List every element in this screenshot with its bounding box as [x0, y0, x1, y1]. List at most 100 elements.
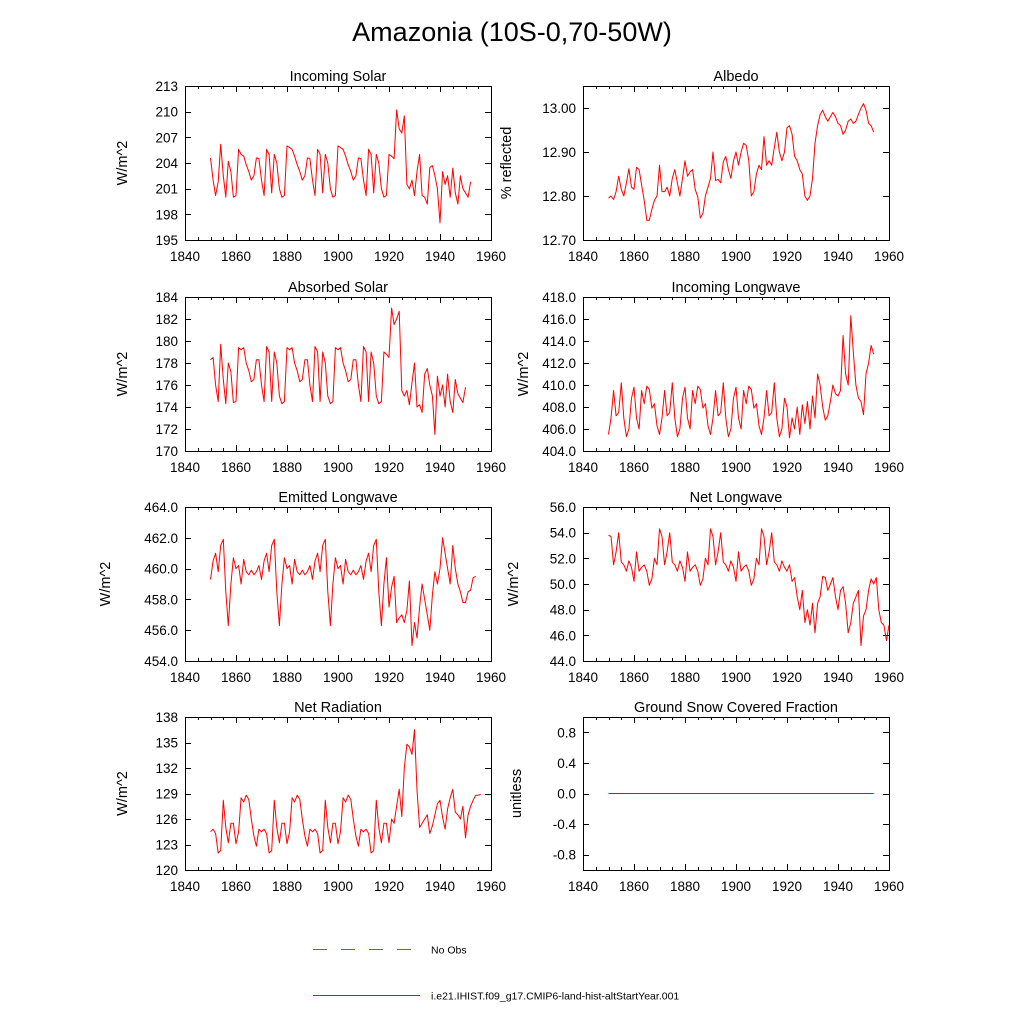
x-tick-label: 1960: [476, 879, 506, 894]
y-tick-label: 414.0: [542, 334, 576, 349]
x-tick-label: 1920: [374, 879, 404, 894]
plot-frame: [185, 507, 492, 662]
y-tick-label: 129: [155, 787, 178, 802]
legend: No Obs i.e21.IHIST.f09_g17.CMIP6-land-hi…: [313, 945, 679, 1003]
y-tick-label: 412.0: [542, 356, 576, 371]
y-tick-label: 52.0: [550, 551, 576, 566]
series-line-0: [210, 307, 466, 435]
panel-6: Net Radiation W/m^2 1840 1860 1880 1900 1920 19…: [115, 700, 506, 894]
x-tick-label: 1860: [221, 879, 251, 894]
x-tick-label: 1880: [272, 249, 302, 264]
y-tick-label: 12.80: [542, 189, 576, 204]
x-tick-label: 1940: [425, 670, 455, 685]
panel-4: Emitted Longwave W/m^2 1840 1860 1880 1900 192…: [98, 490, 506, 685]
panels: Incoming Solar W/m^2 1840 1860 1880 1900 1920 1…: [98, 69, 904, 894]
x-tick-label: 1920: [374, 249, 404, 264]
x-tick-label: 1960: [476, 460, 506, 475]
y-axis-label: W/m^2: [115, 352, 131, 397]
x-tick-label: 1900: [721, 460, 751, 475]
y-tick-label: 123: [155, 838, 178, 853]
series-line-0: [210, 109, 472, 224]
series-line-0: [608, 315, 875, 439]
panel-title: Incoming Longwave: [672, 280, 801, 296]
x-tick-label: 1920: [772, 460, 802, 475]
y-tick-label: 0.4: [557, 756, 576, 771]
y-axis-label: W/m^2: [115, 141, 131, 186]
y-tick-label: 418.0: [542, 290, 576, 305]
x-tick-label: 1920: [772, 879, 802, 894]
panel-title: Absorbed Solar: [288, 280, 388, 296]
x-tick-label: 1940: [425, 460, 455, 475]
y-tick-label: 213: [155, 79, 178, 94]
x-tick-label: 1880: [670, 879, 700, 894]
x-tick-label: 1940: [823, 460, 853, 475]
y-axis-label: W/m^2: [115, 771, 131, 816]
x-tick-label: 1940: [823, 670, 853, 685]
x-tick-label: 1880: [272, 879, 302, 894]
y-tick-label: 180: [155, 334, 178, 349]
y-tick-label: 460.0: [144, 562, 178, 577]
y-tick-label: -0.8: [553, 848, 576, 863]
y-tick-label: 406.0: [542, 422, 576, 437]
figure-title: Amazonia (10S-0,70-50W): [352, 17, 672, 47]
x-tick-label: 1840: [568, 249, 598, 264]
series-line-0: [608, 528, 890, 647]
y-tick-label: -0.4: [553, 817, 577, 832]
y-tick-label: 138: [155, 710, 178, 725]
x-tick-label: 1880: [670, 249, 700, 264]
x-tick-label: 1920: [772, 670, 802, 685]
y-tick-label: 13.00: [542, 101, 576, 116]
y-tick-label: 172: [155, 422, 178, 437]
y-tick-label: 462.0: [144, 531, 178, 546]
y-tick-label: 404.0: [542, 444, 576, 459]
x-tick-label: 1920: [374, 670, 404, 685]
plot-frame: [583, 507, 890, 662]
y-tick-label: 464.0: [144, 500, 178, 515]
y-tick-label: 458.0: [144, 592, 178, 607]
y-tick-label: 198: [155, 207, 178, 222]
y-tick-label: 201: [155, 182, 178, 197]
x-tick-label: 1840: [170, 249, 200, 264]
x-tick-label: 1880: [670, 460, 700, 475]
panel-3: Incoming Longwave W/m^2 1840 1860 1880 1900 19…: [516, 280, 904, 475]
x-tick-label: 1840: [568, 670, 598, 685]
x-tick-label: 1860: [619, 460, 649, 475]
y-tick-label: 12.70: [542, 233, 576, 248]
x-tick-label: 1940: [425, 879, 455, 894]
y-axis-label: % reflected: [499, 127, 515, 200]
panel-5: Net Longwave W/m^2 1840 1860 1880 1900 1920 194…: [506, 490, 904, 685]
y-axis-label: W/m^2: [506, 562, 522, 607]
y-tick-label: 44.0: [550, 654, 576, 669]
y-tick-label: 178: [155, 356, 178, 371]
y-tick-label: 416.0: [542, 312, 576, 327]
panel-title: Emitted Longwave: [278, 490, 397, 506]
panel-title: Albedo: [713, 69, 758, 85]
panel-2: Absorbed Solar W/m^2 1840 1860 1880 1900 1920 1…: [115, 280, 506, 475]
y-tick-label: 410.0: [542, 378, 576, 393]
y-tick-label: 408.0: [542, 400, 576, 415]
x-tick-label: 1860: [221, 460, 251, 475]
panel-7: Ground Snow Covered Fraction unitless 1840…: [509, 700, 904, 894]
x-tick-label: 1840: [170, 879, 200, 894]
panel-title: Net Longwave: [690, 490, 783, 506]
y-tick-label: 176: [155, 378, 178, 393]
panel-1: Albedo % reflected 1840 1860 1880 1900 1920 194…: [499, 69, 904, 264]
y-tick-label: 184: [155, 290, 178, 305]
x-tick-label: 1840: [568, 460, 598, 475]
y-tick-label: 0.8: [557, 725, 576, 740]
legend-label-no-obs: No Obs: [431, 945, 467, 957]
x-tick-label: 1860: [221, 249, 251, 264]
x-tick-label: 1860: [619, 670, 649, 685]
x-tick-label: 1860: [619, 249, 649, 264]
x-tick-label: 1960: [476, 670, 506, 685]
x-tick-label: 1960: [874, 879, 904, 894]
y-tick-label: 210: [155, 105, 178, 120]
y-tick-label: 195: [155, 233, 178, 248]
x-tick-label: 1920: [374, 460, 404, 475]
y-tick-label: 170: [155, 444, 178, 459]
plot-frame: [583, 86, 890, 241]
x-tick-label: 1880: [272, 460, 302, 475]
panel-title: Net Radiation: [294, 700, 382, 716]
series-line-0: [210, 729, 481, 854]
